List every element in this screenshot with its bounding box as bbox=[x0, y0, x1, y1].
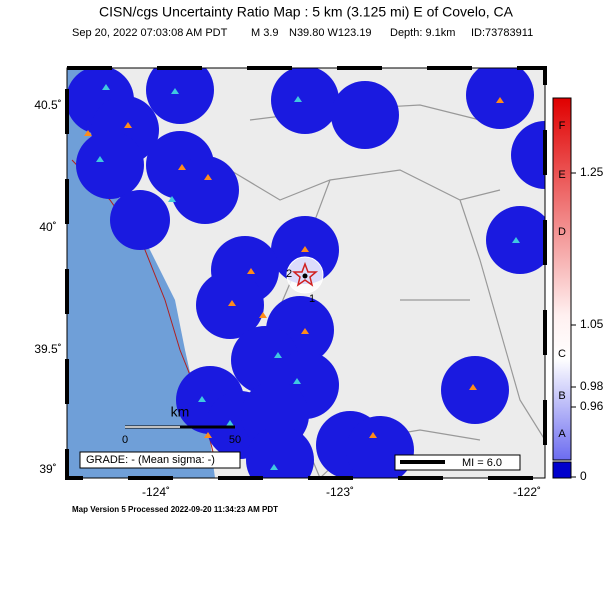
colorbar-label: 1.25 bbox=[580, 165, 604, 179]
colorbar-label: 0.98 bbox=[580, 379, 604, 393]
title: CISN/cgs Uncertainty Ratio Map : 5 km (3… bbox=[99, 4, 514, 20]
footer: Map Version 5 Processed 2022-09-20 11:34… bbox=[72, 505, 278, 514]
grade-letter: B bbox=[558, 390, 565, 402]
map-area bbox=[67, 68, 545, 478]
colorbar-label: 0 bbox=[580, 469, 587, 483]
grade-letter: F bbox=[559, 120, 566, 132]
grade-box bbox=[79, 451, 241, 469]
lat-label: 39˚ bbox=[39, 462, 56, 476]
contour-label: 1 bbox=[309, 293, 315, 305]
colorbar bbox=[552, 97, 576, 479]
scale-label: 50 bbox=[229, 434, 241, 446]
grade-letter: A bbox=[558, 428, 566, 440]
date: Sep 20, 2022 07:03:08 AM PDT bbox=[72, 27, 228, 39]
scale-bar: km 0 50 bbox=[122, 404, 241, 446]
mi-box bbox=[394, 454, 521, 471]
lon-label: -124˚ bbox=[142, 485, 170, 499]
grade-letter: E bbox=[558, 169, 565, 181]
lon-label: -123˚ bbox=[326, 485, 354, 499]
lat-label: 40˚ bbox=[39, 220, 56, 234]
grade-letter: D bbox=[558, 226, 566, 238]
scale-unit: km bbox=[171, 404, 190, 420]
scale-label: 0 bbox=[122, 434, 128, 446]
event-id: ID:73783911 bbox=[471, 27, 533, 39]
depth: Depth: 9.1km bbox=[390, 27, 455, 39]
magnitude: M 3.9 bbox=[251, 27, 279, 39]
colorbar-label: 1.05 bbox=[580, 317, 604, 331]
location: N39.80 W123.19 bbox=[289, 27, 372, 39]
contour-label: 2 bbox=[286, 268, 292, 280]
lon-label: -122˚ bbox=[513, 485, 541, 499]
mi-label: MI = 6.0 bbox=[462, 457, 502, 469]
map-border bbox=[66, 67, 546, 479]
lat-label: 39.5˚ bbox=[34, 342, 61, 356]
lat-label: 40.5˚ bbox=[34, 98, 61, 112]
colorbar-label: 0.96 bbox=[580, 399, 604, 413]
grade: GRADE: - (Mean sigma: -) bbox=[86, 454, 215, 466]
grade-letter: C bbox=[558, 348, 566, 360]
